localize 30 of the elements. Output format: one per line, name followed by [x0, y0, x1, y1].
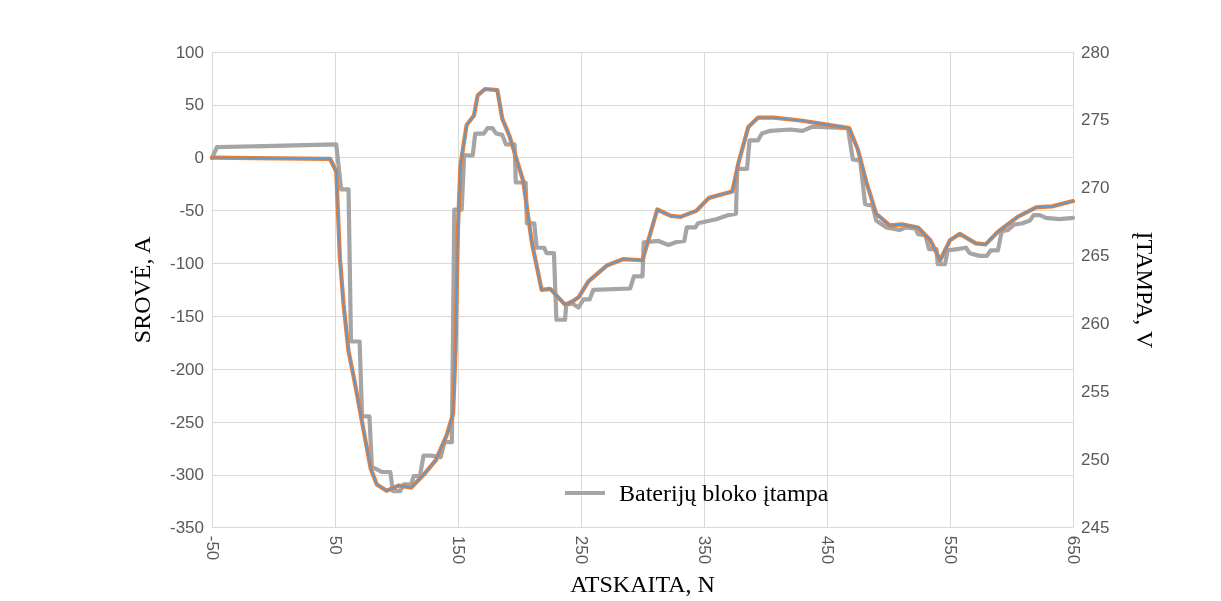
- y-tick-label: -250: [169, 412, 204, 432]
- y-tick-label: 50: [185, 95, 204, 115]
- y-tick-label: -150: [169, 306, 204, 326]
- x-tick-label: 650: [1063, 535, 1083, 565]
- y2-tick-label: 275: [1081, 110, 1110, 130]
- y-tick-label: -200: [169, 359, 204, 379]
- y2-tick-label: 250: [1081, 450, 1110, 470]
- y2-tick-label: 270: [1081, 178, 1110, 198]
- x-tick-label: 450: [817, 535, 837, 565]
- y2-tick-label: 255: [1081, 382, 1110, 402]
- y2-axis-title: ĮTAMPA, V: [1132, 231, 1158, 349]
- y-tick-label: -350: [169, 518, 204, 538]
- y-axis-title: SROVĖ, A: [129, 235, 155, 344]
- y2-tick-label: 245: [1081, 518, 1110, 538]
- y-tick-label: 100: [175, 42, 204, 62]
- y-tick-label: 0: [194, 148, 204, 168]
- x-tick-label: 150: [448, 535, 468, 565]
- y-tick-label: -100: [169, 253, 204, 273]
- x-tick-label: 550: [940, 535, 960, 565]
- x-tick-label: 250: [571, 535, 591, 565]
- x-tick-label: -50: [202, 535, 222, 561]
- x-tick-label: 350: [694, 535, 714, 565]
- y2-tick-label: 265: [1081, 246, 1110, 266]
- x-tick-label: 50: [325, 535, 345, 555]
- y-tick-label: -50: [179, 201, 204, 221]
- legend-label: Baterijų bloko įtampa: [619, 480, 829, 506]
- y-tick-label: -300: [169, 465, 204, 485]
- x-axis-title: ATSKAITA, N: [570, 571, 715, 597]
- y2-tick-label: 280: [1081, 42, 1110, 62]
- y2-tick-label: 260: [1081, 314, 1110, 334]
